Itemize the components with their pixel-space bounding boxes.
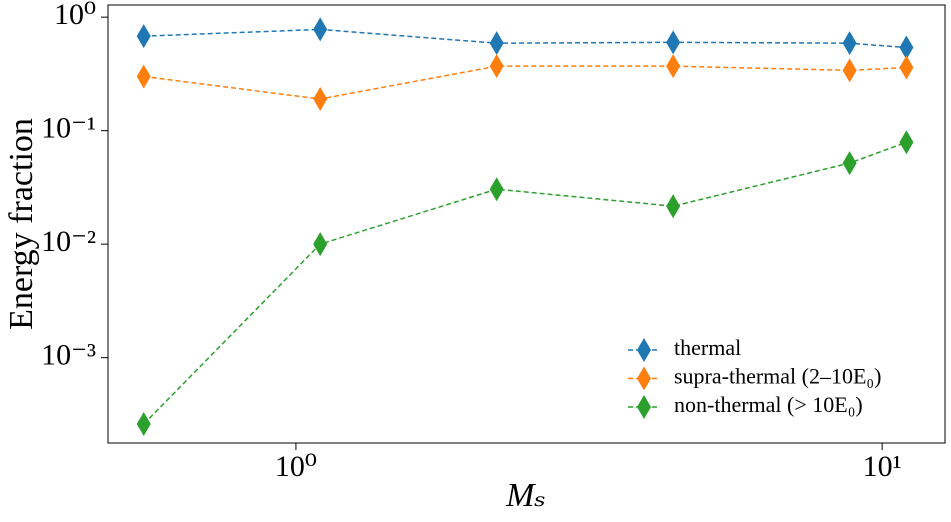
marker (899, 35, 914, 60)
marker (313, 232, 328, 257)
marker (666, 30, 681, 55)
legend-label: thermal (674, 335, 741, 360)
legend-label: non-thermal (> 10E₀) (674, 392, 863, 417)
marker (489, 54, 504, 79)
legend-box (614, 332, 926, 432)
series-line (143, 141, 907, 425)
series-line (143, 28, 907, 49)
marker (136, 64, 151, 89)
marker (666, 54, 681, 79)
marker (313, 87, 328, 112)
x-tick-label: 10⁰ (275, 450, 317, 483)
plot-frame (107, 4, 946, 444)
legend-marker (637, 395, 651, 419)
marker (899, 55, 914, 80)
y-tick-label: 10⁰ (54, 0, 96, 31)
marker (136, 412, 151, 437)
y-tick-label: 10⁻³ (41, 339, 96, 372)
marker (313, 17, 328, 42)
marker (489, 31, 504, 56)
marker (842, 31, 857, 56)
marker (842, 58, 857, 83)
legend-marker (637, 338, 651, 362)
y-axis-label: Energy fraction (3, 118, 40, 330)
series-line (143, 65, 907, 100)
x-axis-label: Mₛ (505, 477, 546, 514)
marker (842, 151, 857, 176)
y-tick-label: 10⁻² (41, 225, 96, 258)
legend-label: supra-thermal (2–10E₀) (674, 364, 881, 389)
x-tick-label: 10¹ (863, 450, 902, 483)
marker (899, 130, 914, 155)
legend-marker (637, 366, 651, 391)
y-tick-label: 10⁻¹ (41, 112, 96, 145)
marker (666, 194, 681, 219)
marker (136, 24, 151, 49)
marker (489, 177, 504, 202)
